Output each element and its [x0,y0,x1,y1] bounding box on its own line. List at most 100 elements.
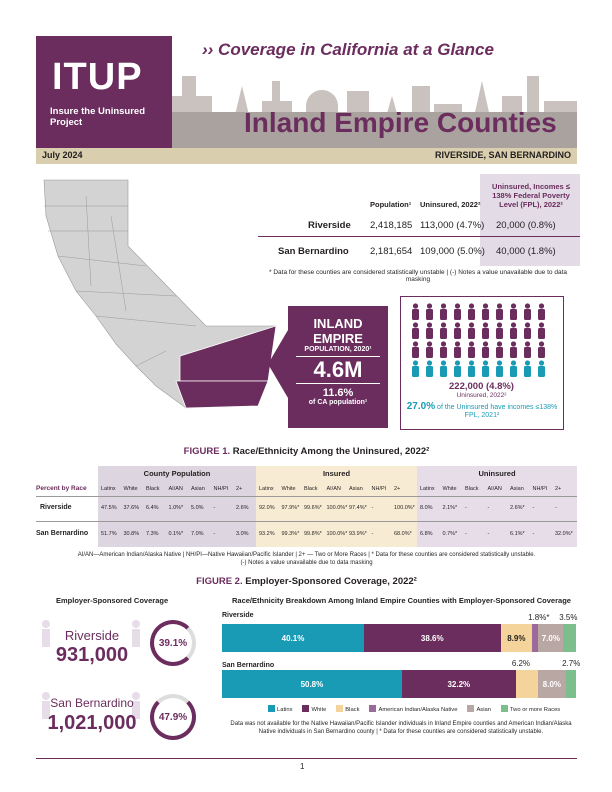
callout-pct-label: of CA population¹ [308,399,368,406]
highlight-pct: 27.0% [406,401,436,412]
race-cell: 6.8% [420,531,433,537]
race-cell: 100.0%* [326,531,348,537]
person-icon [412,360,419,377]
race-column-header: NH/PI [532,486,548,492]
race-cell: 100.0%* [326,505,348,511]
race-cell: 30.8% [123,531,140,537]
bar-segment: 32.2% [401,670,516,698]
person-icon [496,322,503,339]
person-icon [440,303,447,320]
race-cell: 100.0%* [394,505,415,511]
sanbern-esc-pct: 47.9% [158,711,188,723]
tagline: ›› Coverage in California at a Glance [202,40,494,59]
figure1-title-text: Race/Ethnicity Among the Uninsured, 2022… [232,446,430,457]
figure1-note-line1: AI/AN—American Indian/Alaska Native | NH… [77,552,536,558]
person-icon [510,360,517,377]
figure2-title: FIGURE 2. Employer-Sponsored Coverage, 2… [36,576,577,587]
race-column-header: AI/AN [326,486,341,492]
sanbern-uninsured: 109,000 (5.0%) [420,246,485,257]
race-column-header: 2+ [236,486,243,492]
race-cell: 6.1%* [510,531,525,537]
california-map [43,179,276,409]
riverside-label: Riverside [308,220,351,231]
bar-segment: 40.1% [222,624,364,652]
race-column-header: Asian [510,486,524,492]
uninsured-people-box: 222,000 (4.8%) Uninsured, 2022² 27.0% of… [400,296,564,430]
race-cell: - [532,531,535,537]
person-icon [496,303,503,320]
person-icon [538,322,545,339]
unins-group-shade [417,466,577,547]
person-icon [426,303,433,320]
person-icon [496,360,503,377]
bar-segment [566,670,576,698]
legend-item: Two or more Races [500,705,561,713]
inland-empire-callout: INLAND EMPIRE POPULATION, 2020¹ 4.6M 11.… [288,306,388,428]
date-band: July 2024 RIVERSIDE, SAN BERNARDINO [36,148,577,164]
ins-group-shade [256,466,417,547]
person-icon [412,341,419,358]
bar-segment [515,670,538,698]
figure1-title: FIGURE 1. Race/Ethnicity Among the Unins… [36,446,577,457]
race-cell: 97.9%* [281,505,300,511]
county-list: RIVERSIDE, SAN BERNARDINO [434,150,571,160]
figure2-title-text: Employer-Sponsored Coverage, 2022² [245,576,417,587]
figure1-note-line2: (-) Notes a value unavailable due to dat… [240,560,373,566]
group-county-pop: County Population [143,469,211,478]
race-cell: 1.0%* [168,505,184,511]
race-cell: 2.6%* [510,505,525,511]
person-icon [510,322,517,339]
sanbern-label: San Bernardino [278,246,349,257]
person-icon [510,341,517,358]
race-cell: 99.3%* [281,531,300,537]
legend-swatch [336,705,344,712]
person-icon [524,303,531,320]
person-icon [538,341,545,358]
race-row-riverside: Riverside [40,504,72,511]
riverside-esc-card: Riverside 931,000 [36,618,148,672]
sanbern-low-income: 40,000 (1.8%) [496,246,556,257]
race-column-header: White [442,486,457,492]
person-icon [454,303,461,320]
callout-arrow [268,330,288,398]
person-icon [524,360,531,377]
legend-item: Asian [467,705,491,713]
bar-data-label: 3.5% [559,613,578,622]
race-column-header: NH/PI [213,486,229,492]
person-icon [454,360,461,377]
race-column-header: AI/AN [168,486,183,492]
legend-item: Black [336,705,359,713]
race-column-header: 2+ [394,486,401,492]
person-icon [538,360,545,377]
people-background-icons-2 [42,692,140,719]
sanbern-esc-count: 1,021,000 [47,712,137,734]
person-icon [482,360,489,377]
bar-segment: 8.9% [500,624,533,652]
race-cell: 51.7% [101,531,117,537]
low-income-header: Uninsured, Incomes ≤ 138% Federal Povert… [492,182,570,209]
bar-segment: 7.0% [538,624,564,652]
figure2-note: Data was not available for the Native Ha… [230,721,572,735]
person-icon [468,360,475,377]
race-cell: - [487,531,490,537]
person-icon [426,322,433,339]
race-cell: 6.4% [146,505,159,511]
figure1-label: FIGURE 1. [183,446,231,457]
esc-right-title: Race/Ethnicity Breakdown Among Inland Em… [232,596,571,605]
row-header: Percent by Race [36,485,87,492]
race-cell: - [532,505,535,511]
legend-label: White [311,707,327,713]
population-header: Population¹ [370,200,412,209]
race-cell: - [465,505,467,511]
race-column-header: Black [465,486,479,492]
callout-pop-value: 4.6M [296,356,380,384]
race-column-header: Latinx [420,486,435,492]
page-title: Inland Empire Counties [244,107,557,138]
person-icon [510,303,517,320]
legend-label: Two or more Races [509,707,561,713]
stacked-bar-chart: 40.1% 38.6% 8.9% 1.8%* 7.0% 3.5% 50.8% 32.2% 6.2… [222,613,580,700]
person-icon [454,322,461,339]
legend-item: Latinx [268,705,292,713]
race-cell: 93.9%* [349,531,367,537]
race-cell: 93.2% [259,531,275,537]
